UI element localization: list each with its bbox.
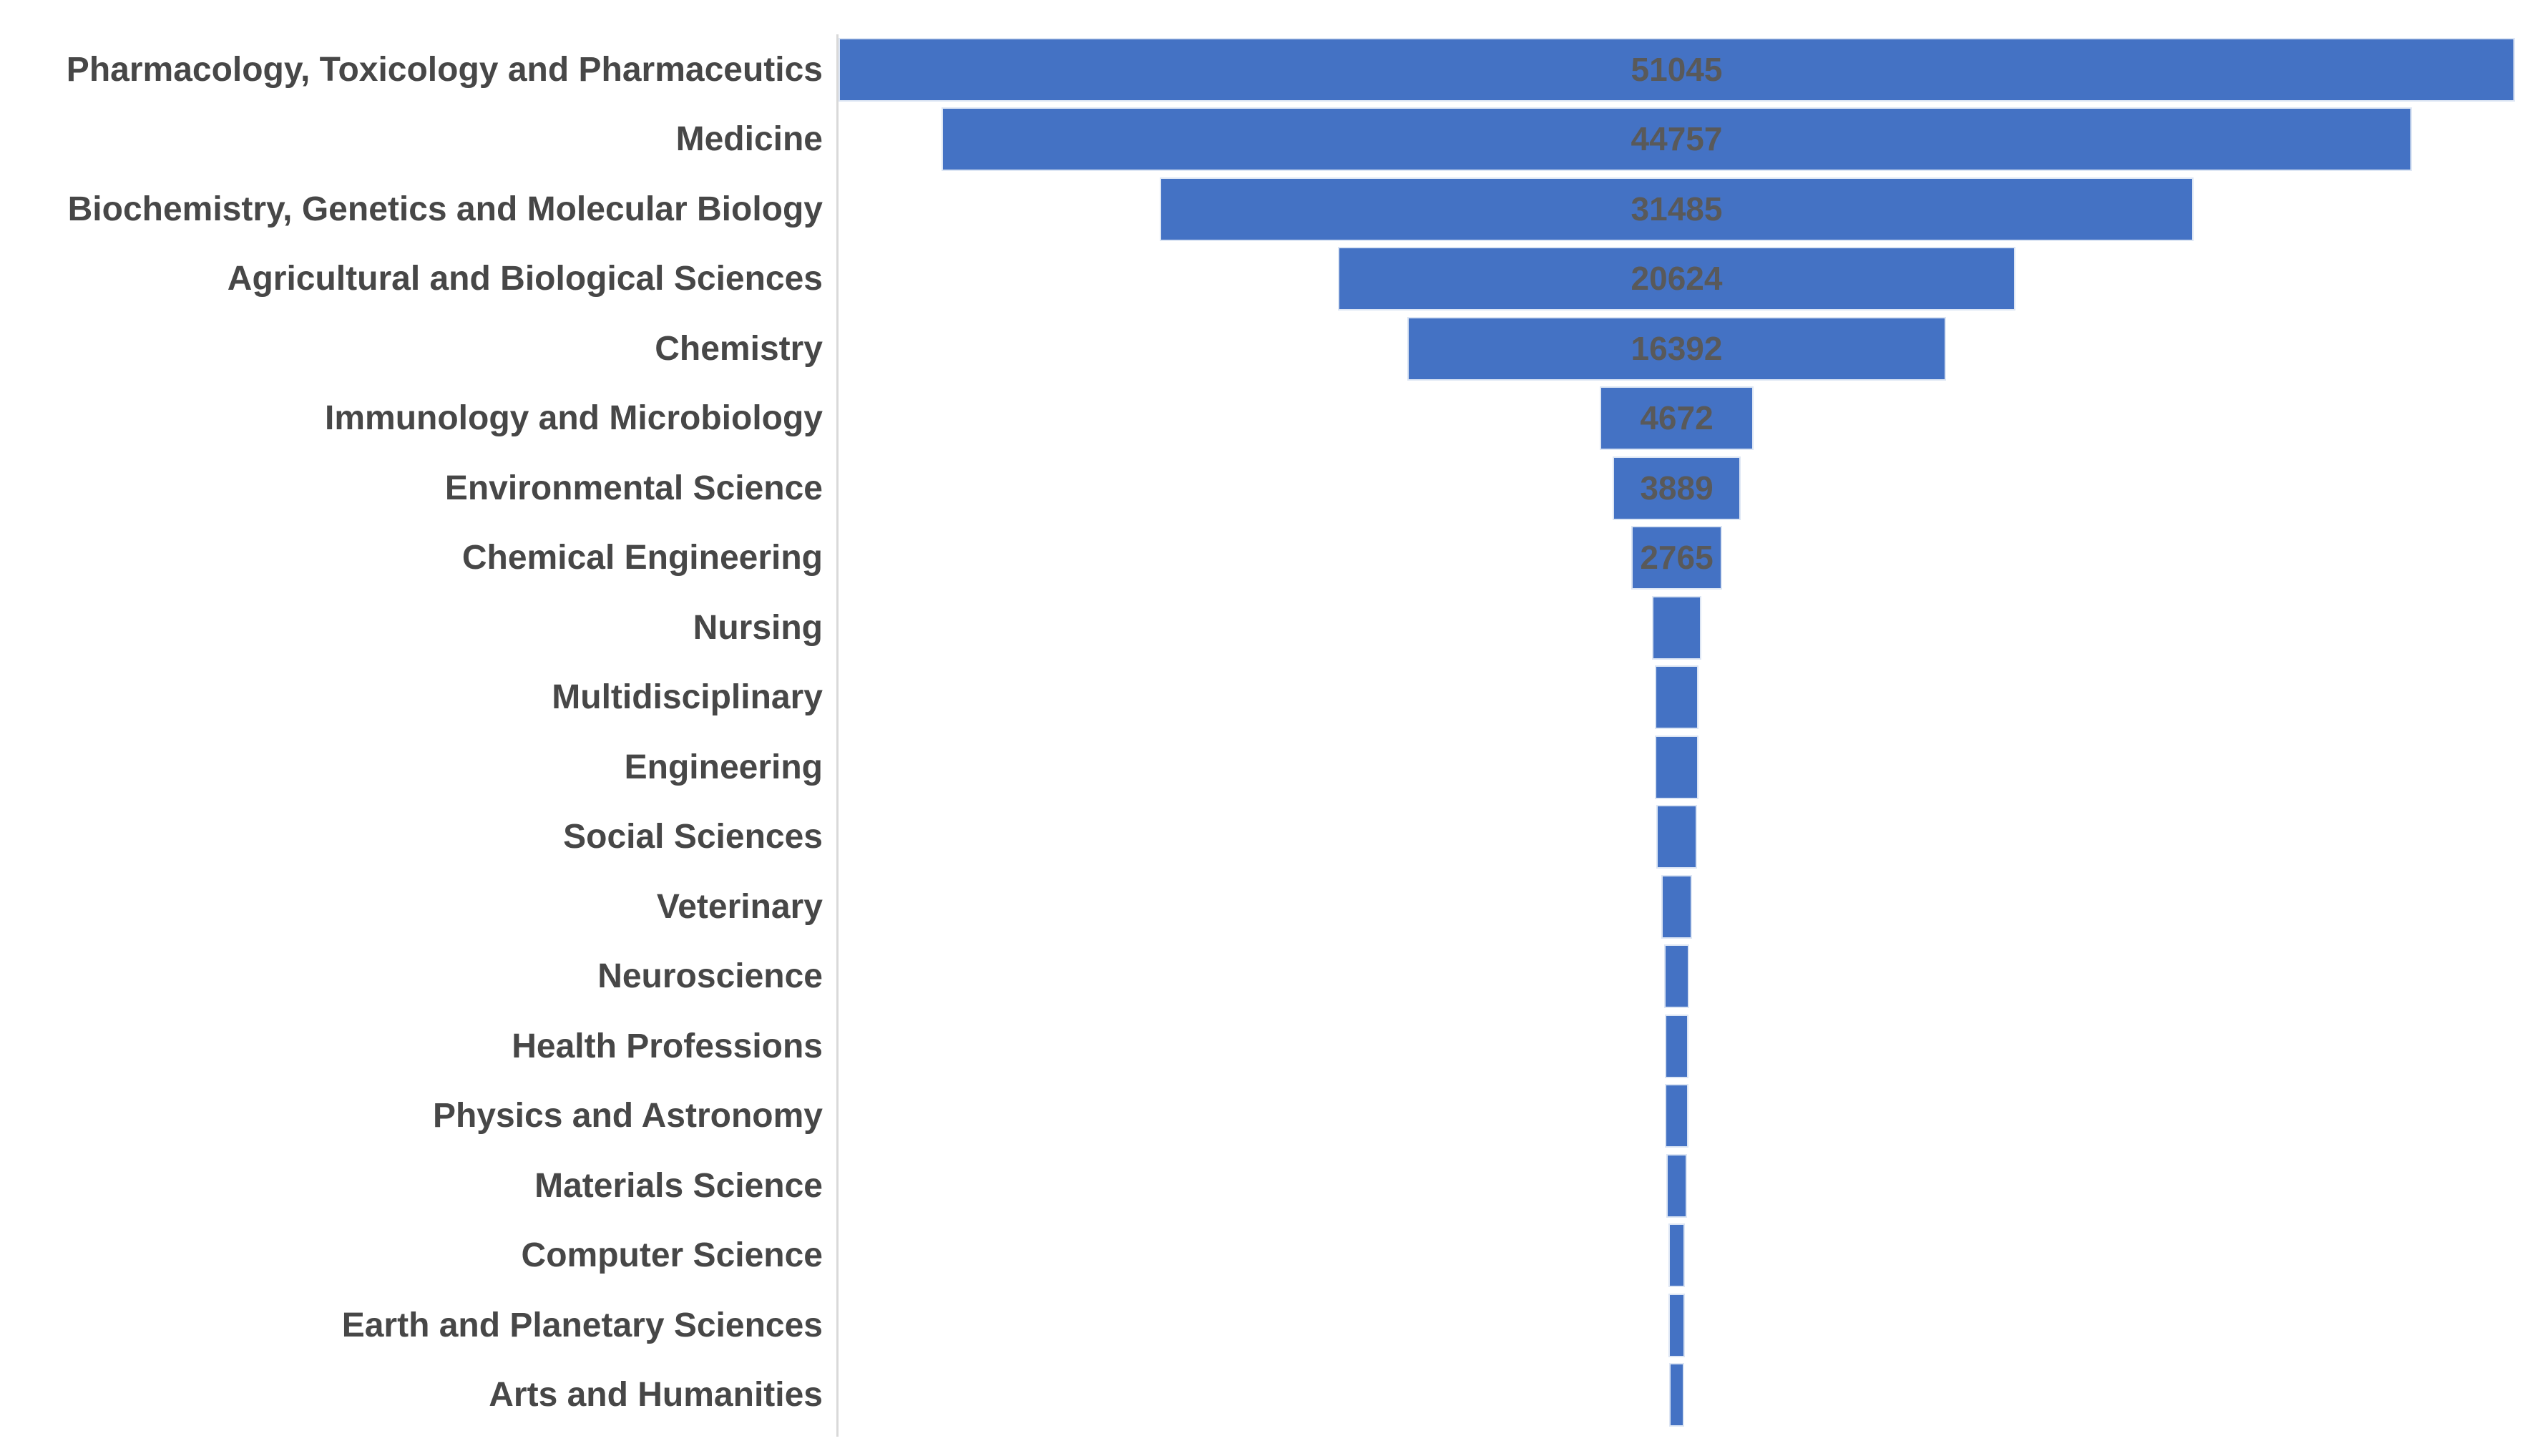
funnel-bar xyxy=(1664,1014,1689,1078)
funnel-bar xyxy=(839,37,2515,102)
chart-row: Social Sciences xyxy=(0,805,2537,869)
chart-row: Chemical Engineering 2765 xyxy=(0,526,2537,590)
funnel-bar xyxy=(1159,177,2194,241)
chart-row: Multidisciplinary xyxy=(0,665,2537,729)
category-label: Neuroscience xyxy=(597,957,823,995)
category-axis-line xyxy=(836,34,839,1437)
funnel-bar xyxy=(1652,595,1701,660)
bar-value-label: 44757 xyxy=(1631,120,1723,157)
category-label: Earth and Planetary Sciences xyxy=(341,1306,823,1344)
funnel-bar xyxy=(1668,1293,1685,1357)
funnel-bar xyxy=(1668,1223,1685,1287)
chart-row: Engineering xyxy=(0,735,2537,799)
category-label: Physics and Astronomy xyxy=(432,1097,823,1135)
chart-row: Computer Science xyxy=(0,1223,2537,1287)
category-label: Agricultural and Biological Sciences xyxy=(227,260,823,298)
chart-row: Arts and Humanities xyxy=(0,1363,2537,1427)
chart-row: Veterinary xyxy=(0,874,2537,939)
category-label: Engineering xyxy=(624,748,823,786)
chart-row: Immunology and Microbiology 4672 xyxy=(0,386,2537,450)
category-label: Veterinary xyxy=(656,887,823,926)
bar-value-label: 2765 xyxy=(1640,539,1714,576)
category-label: Medicine xyxy=(675,120,823,158)
funnel-bar xyxy=(1664,1084,1689,1148)
funnel-bar xyxy=(1600,386,1754,450)
funnel-bar xyxy=(1661,874,1693,939)
category-label: Pharmacology, Toxicology and Pharmaceuti… xyxy=(66,50,823,89)
category-label: Nursing xyxy=(693,608,823,647)
category-label: Biochemistry, Genetics and Molecular Bio… xyxy=(67,190,823,228)
category-label: Health Professions xyxy=(512,1027,823,1065)
chart-row: Pharmacology, Toxicology and Pharmaceuti… xyxy=(0,37,2537,102)
funnel-bar xyxy=(1668,1363,1685,1427)
chart-row: Biochemistry, Genetics and Molecular Bio… xyxy=(0,177,2537,241)
category-label: Chemical Engineering xyxy=(461,539,823,577)
chart-row: Agricultural and Biological Sciences 206… xyxy=(0,247,2537,311)
bar-value-label: 31485 xyxy=(1631,190,1723,228)
category-label: Environmental Science xyxy=(444,469,823,507)
bar-value-label: 51045 xyxy=(1631,50,1723,88)
category-label: Materials Science xyxy=(534,1166,823,1205)
chart-row: Environmental Science 3889 xyxy=(0,456,2537,520)
category-label: Computer Science xyxy=(521,1236,823,1274)
funnel-bar xyxy=(1407,316,1946,381)
funnel-bar xyxy=(942,107,2412,171)
funnel-bar xyxy=(1613,456,1741,520)
funnel-bar xyxy=(1654,665,1699,729)
category-label: Immunology and Microbiology xyxy=(325,399,823,437)
category-label: Chemistry xyxy=(655,329,823,368)
funnel-bar xyxy=(1631,526,1722,590)
bar-value-label: 20624 xyxy=(1631,260,1723,297)
chart-row: Nursing xyxy=(0,595,2537,660)
bar-value-label: 3889 xyxy=(1640,469,1714,507)
chart-row: Neuroscience xyxy=(0,944,2537,1008)
chart-row: Materials Science xyxy=(0,1153,2537,1218)
funnel-bar xyxy=(1664,944,1689,1008)
bar-value-label: 4672 xyxy=(1640,399,1714,436)
chart-row: Health Professions xyxy=(0,1014,2537,1078)
chart-row: Earth and Planetary Sciences xyxy=(0,1293,2537,1357)
funnel-bar xyxy=(1666,1153,1688,1218)
chart-row: Chemistry 16392 xyxy=(0,316,2537,381)
category-label: Arts and Humanities xyxy=(489,1376,823,1414)
funnel-bar xyxy=(1655,735,1698,799)
funnel-bar xyxy=(1338,247,2015,311)
bar-value-label: 16392 xyxy=(1631,329,1723,367)
chart-row: Physics and Astronomy xyxy=(0,1084,2537,1148)
chart-row: Medicine 44757 xyxy=(0,107,2537,171)
funnel-bar xyxy=(1656,805,1698,869)
category-label: Multidisciplinary xyxy=(552,678,823,716)
category-label: Social Sciences xyxy=(563,818,823,856)
